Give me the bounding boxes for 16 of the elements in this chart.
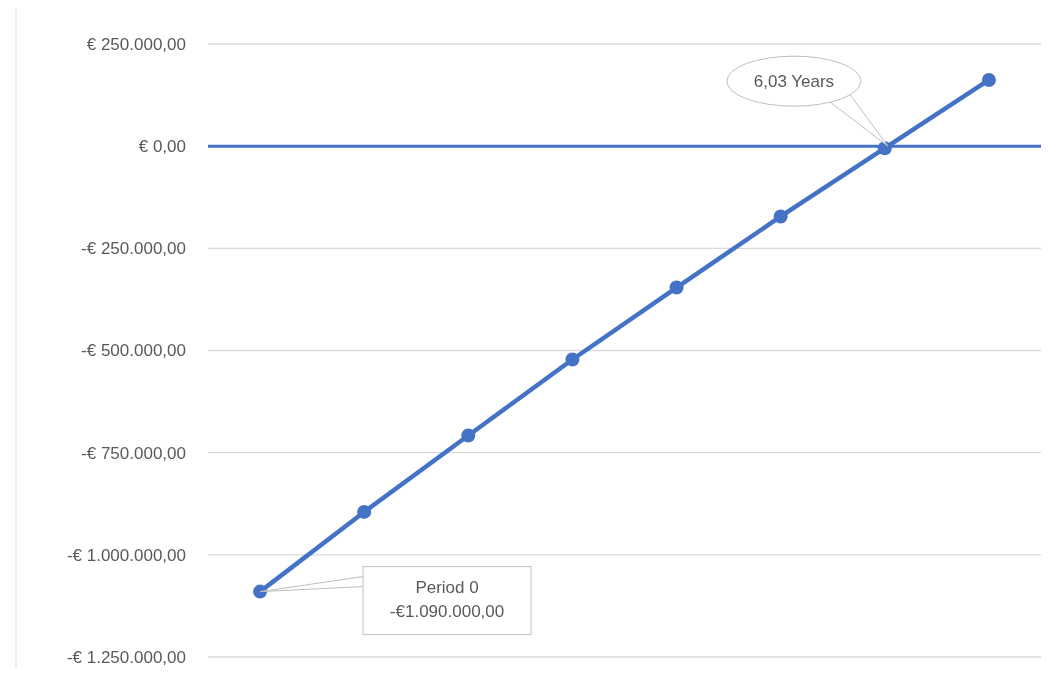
annotation: 6,03 Years — [753, 72, 835, 92]
y-tick-label: -€ 500.000,00 — [81, 341, 186, 361]
y-tick-label: -€ 1.000.000,00 — [66, 545, 186, 565]
y-tick-label: € 250.000,00 — [86, 34, 186, 54]
point — [565, 352, 580, 367]
y-tick-label: -€ 250.000,00 — [81, 239, 186, 259]
point — [357, 504, 372, 519]
y-tick-label: -€ 1.250.000,00 — [66, 647, 186, 667]
point — [669, 280, 684, 295]
point — [253, 584, 268, 599]
y-tick-label: € 0,00 — [138, 137, 186, 157]
annotation: Period 0 -€1.090.000,00 — [389, 577, 505, 621]
point — [981, 72, 996, 87]
y-tick-label: -€ 750.000,00 — [81, 443, 186, 463]
point — [461, 428, 476, 443]
point — [773, 209, 788, 224]
